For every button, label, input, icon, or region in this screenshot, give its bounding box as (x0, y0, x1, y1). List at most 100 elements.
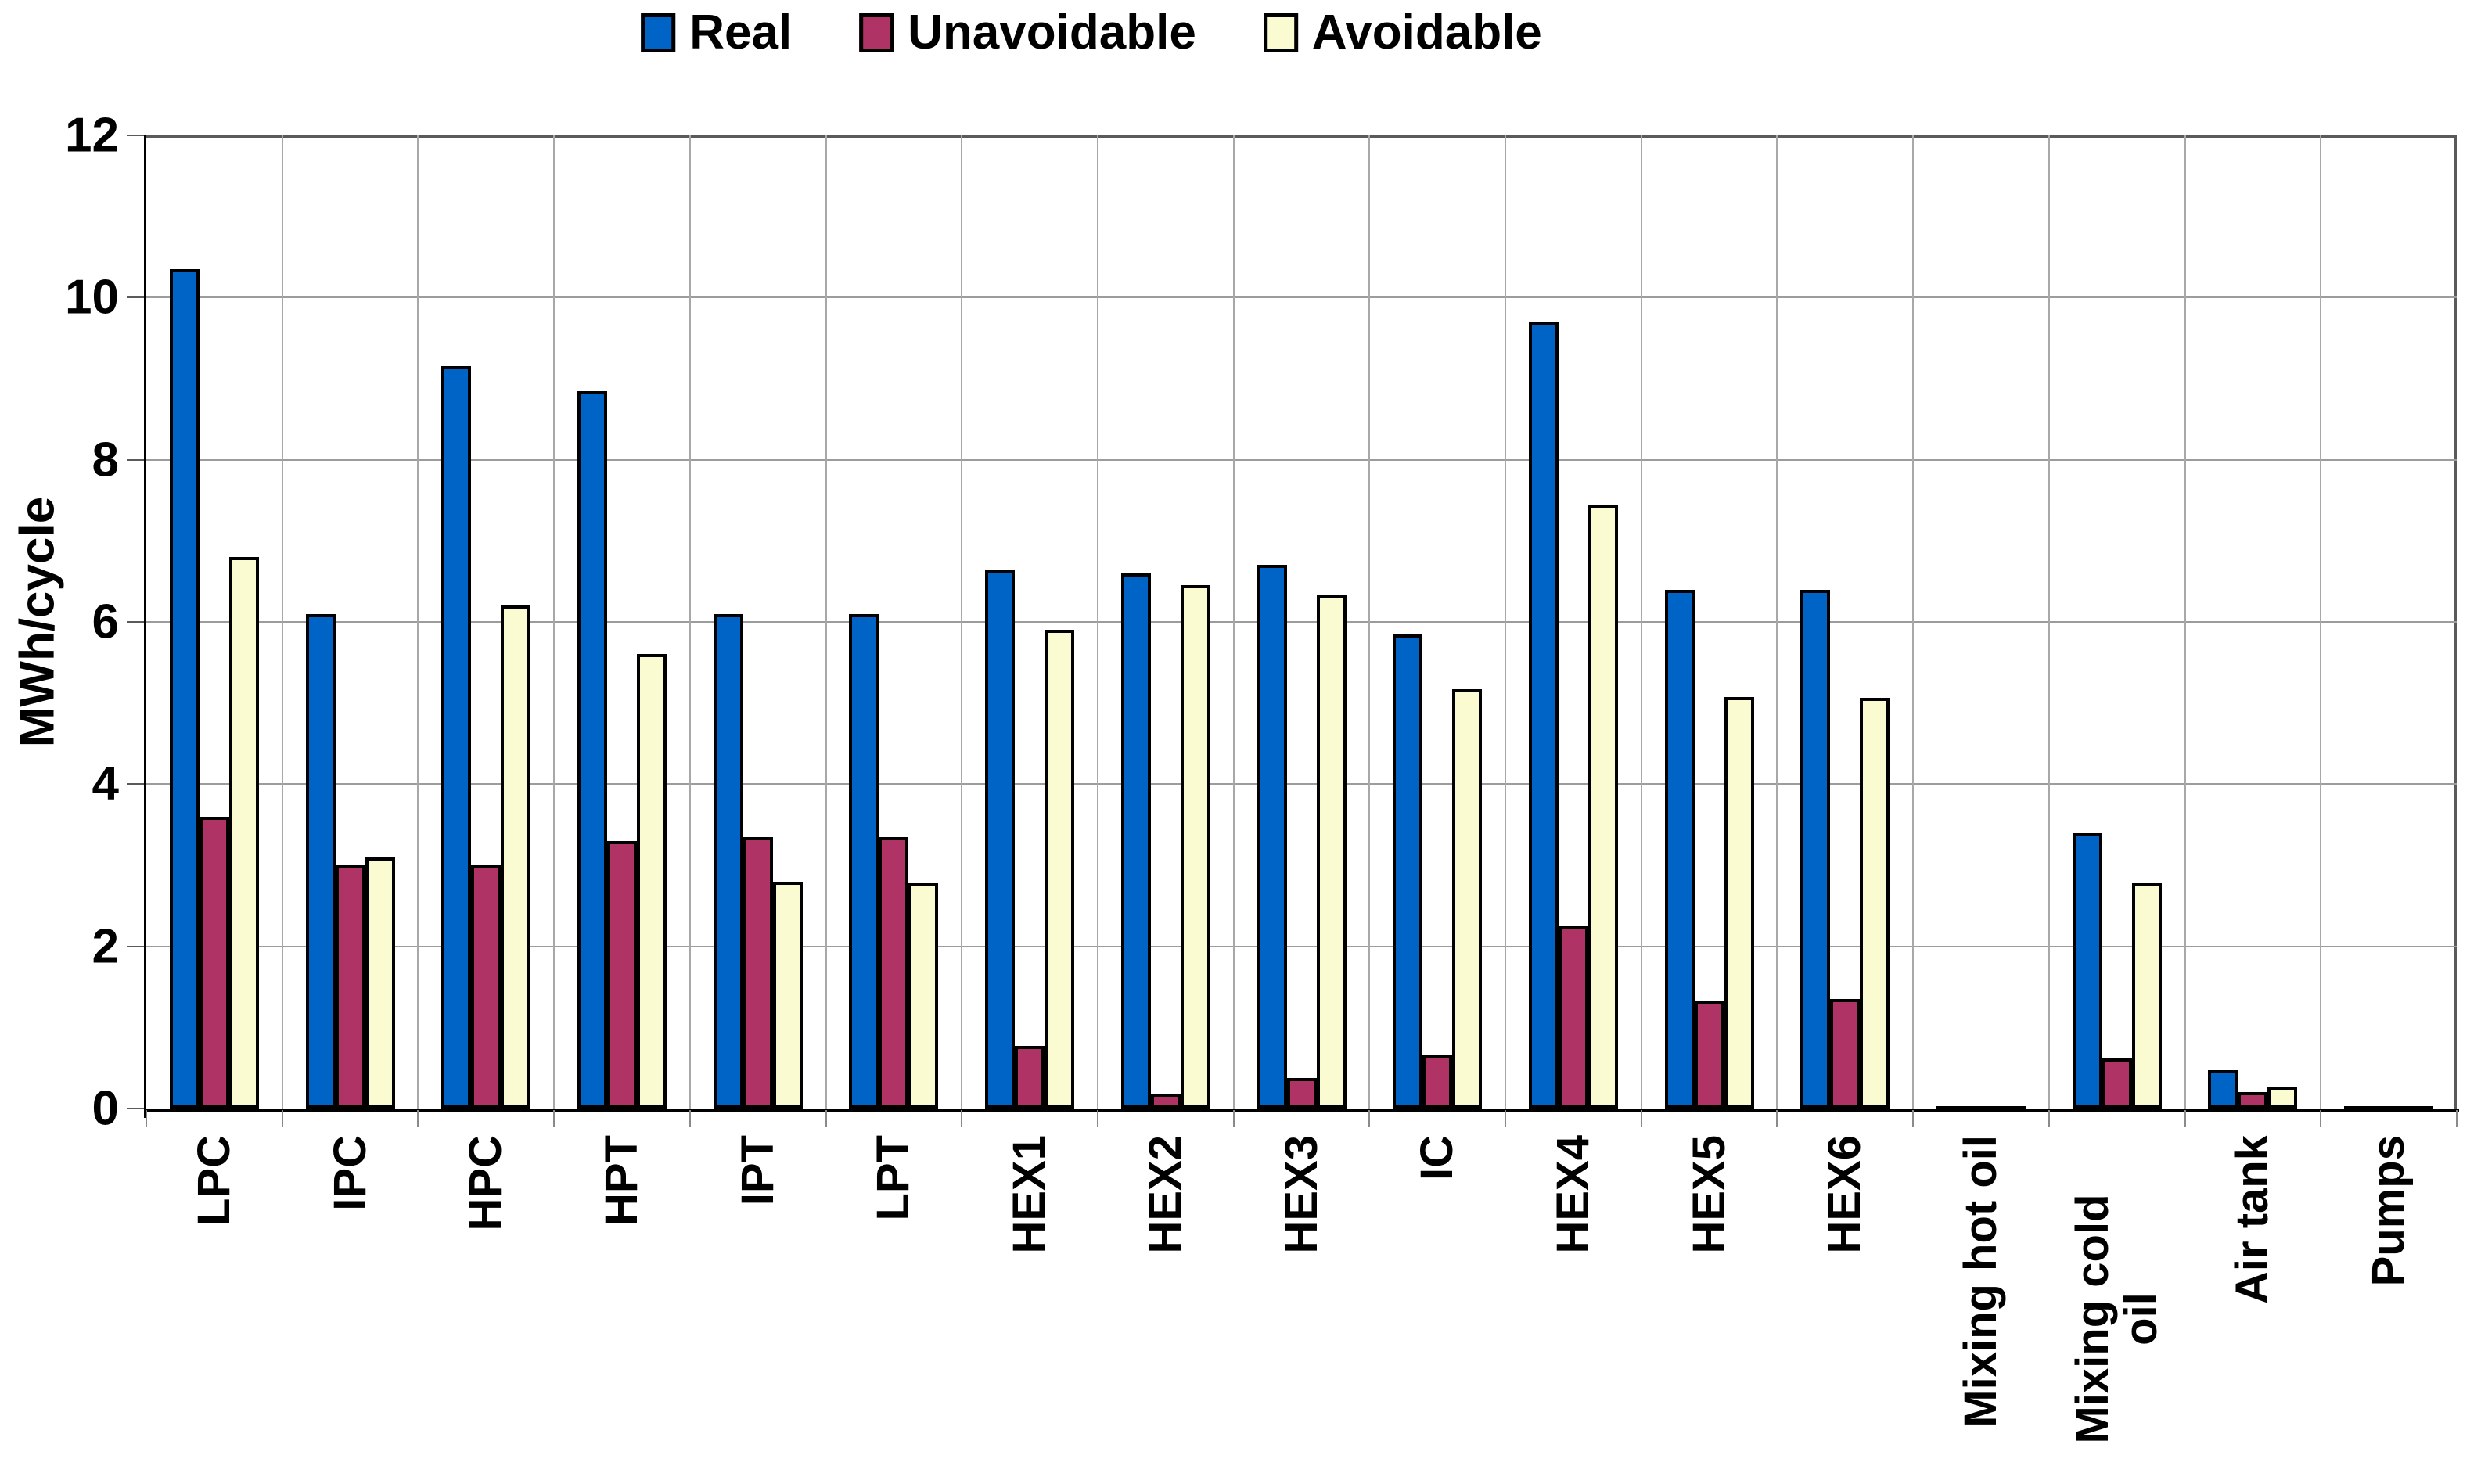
bar-mixing-cold-oil-unavoidable (2102, 1058, 2132, 1109)
x-category-label-lpt: LPT (868, 1135, 919, 1221)
legend-item-unavoidable: Unavoidable (859, 5, 1196, 60)
y-tick-12 (127, 135, 144, 136)
bar-ipc-avoidable (365, 857, 395, 1109)
y-tick-label-2: 2 (92, 919, 119, 974)
x-tick (2320, 1110, 2322, 1127)
x-tick (553, 1110, 556, 1127)
x-tick (825, 1110, 827, 1127)
bar-lpt-avoidable (908, 882, 939, 1109)
x-category-label-ipt: IPT (732, 1135, 783, 1206)
x-tick (1096, 1110, 1098, 1127)
bar-ipc-real (305, 613, 336, 1109)
x-category-label-mixing-cold-oil: Mixing cold oil (2066, 1194, 2166, 1444)
bar-hex5-real (1664, 589, 1695, 1109)
x-tick (146, 1110, 147, 1127)
bar-mixing-hot-oil-unavoidable (1966, 1106, 1997, 1109)
bar-hpc-avoidable (501, 605, 531, 1109)
y-tick-10 (127, 296, 144, 299)
y-tick-8 (127, 458, 144, 461)
bar-air-tank-avoidable (2267, 1087, 2298, 1109)
x-category-label-pumps: Pumps (2363, 1135, 2414, 1287)
legend-label: Avoidable (1311, 5, 1542, 59)
category-separator (2320, 135, 2322, 1109)
legend-swatch-real (641, 13, 676, 52)
bar-pumps-unavoidable (2374, 1106, 2404, 1109)
gridline-y-8 (146, 458, 2457, 461)
bar-hex3-avoidable (1316, 595, 1347, 1109)
x-tick (2048, 1110, 2050, 1127)
bar-hex4-real (1528, 322, 1559, 1109)
category-separator (2048, 135, 2050, 1109)
x-category-label-lpc: LPC (188, 1135, 239, 1226)
x-axis-line (144, 1109, 2459, 1112)
gridline-y-2 (146, 945, 2457, 947)
x-tick (1232, 1110, 1235, 1127)
bar-mixing-cold-oil-avoidable (2131, 882, 2162, 1109)
category-separator (825, 135, 827, 1109)
x-tick (1912, 1110, 1915, 1127)
y-tick-label-0: 0 (92, 1081, 119, 1136)
x-category-label-hex5: HEX5 (1683, 1135, 1735, 1254)
bar-hex3-unavoidable (1286, 1077, 1317, 1109)
x-tick (281, 1110, 283, 1127)
bar-hpt-real (577, 390, 607, 1109)
bar-ipt-unavoidable (743, 836, 773, 1109)
gridline-y-6 (146, 621, 2457, 623)
chart-legend: Real Unavoidable Avoidable (641, 5, 1542, 60)
bar-air-tank-real (2208, 1070, 2238, 1109)
x-tick (1368, 1110, 1371, 1127)
legend-item-avoidable: Avoidable (1263, 5, 1542, 60)
x-tick (1505, 1110, 1507, 1127)
bar-ic-unavoidable (1422, 1054, 1453, 1109)
legend-swatch-avoidable (1263, 13, 1298, 52)
bar-hpt-unavoidable (606, 840, 637, 1109)
category-separator (1776, 135, 1778, 1109)
bar-lpc-avoidable (228, 557, 259, 1109)
legend-label: Real (689, 5, 793, 59)
category-separator (1096, 135, 1098, 1109)
y-tick-0 (127, 1108, 144, 1109)
bar-mixing-hot-oil-real (1936, 1106, 1967, 1109)
category-separator (2184, 135, 2186, 1109)
bar-hex2-real (1120, 573, 1151, 1109)
gridline-y-10 (146, 296, 2457, 299)
bar-lpt-unavoidable (879, 836, 909, 1109)
legend-item-real: Real (641, 5, 792, 60)
bar-hpc-real (441, 366, 472, 1109)
x-category-label-hpt: HPT (595, 1135, 647, 1226)
category-separator (553, 135, 556, 1109)
bar-mixing-hot-oil-avoidable (1996, 1106, 2026, 1109)
plot-border-top (146, 135, 2457, 138)
x-category-label-hex6: HEX6 (1819, 1135, 1871, 1254)
x-category-label-hex4: HEX4 (1547, 1135, 1598, 1254)
y-tick-label-4: 4 (92, 756, 119, 811)
x-tick (961, 1110, 963, 1127)
bar-hex4-avoidable (1587, 504, 1618, 1109)
bar-hex6-avoidable (1860, 698, 1890, 1109)
bar-hex1-avoidable (1045, 630, 1075, 1109)
y-tick-4 (127, 783, 144, 785)
gridline-y-4 (146, 783, 2457, 785)
y-tick-label-8: 8 (92, 433, 119, 487)
bar-pumps-avoidable (2404, 1106, 2434, 1109)
x-tick (1776, 1110, 1778, 1127)
x-tick (689, 1110, 691, 1127)
x-category-label-ipc: IPC (324, 1135, 376, 1211)
bar-ic-avoidable (1452, 689, 1483, 1109)
bar-mixing-cold-oil-real (2072, 832, 2102, 1109)
bar-lpc-unavoidable (199, 816, 229, 1109)
bar-hex5-avoidable (1724, 697, 1754, 1109)
legend-swatch-unavoidable (859, 13, 894, 52)
bar-hex3-real (1257, 565, 1287, 1109)
x-category-label-hex3: HEX3 (1275, 1135, 1327, 1254)
x-tick (2456, 1110, 2458, 1127)
bar-hex5-unavoidable (1694, 1001, 1724, 1109)
bar-hex2-unavoidable (1150, 1094, 1181, 1109)
bar-ipt-real (713, 613, 743, 1109)
bar-hex4-unavoidable (1558, 925, 1588, 1109)
category-separator (961, 135, 963, 1109)
y-tick-label-6: 6 (92, 595, 119, 649)
bar-lpc-real (169, 269, 200, 1109)
bar-hex1-unavoidable (1015, 1046, 1045, 1109)
